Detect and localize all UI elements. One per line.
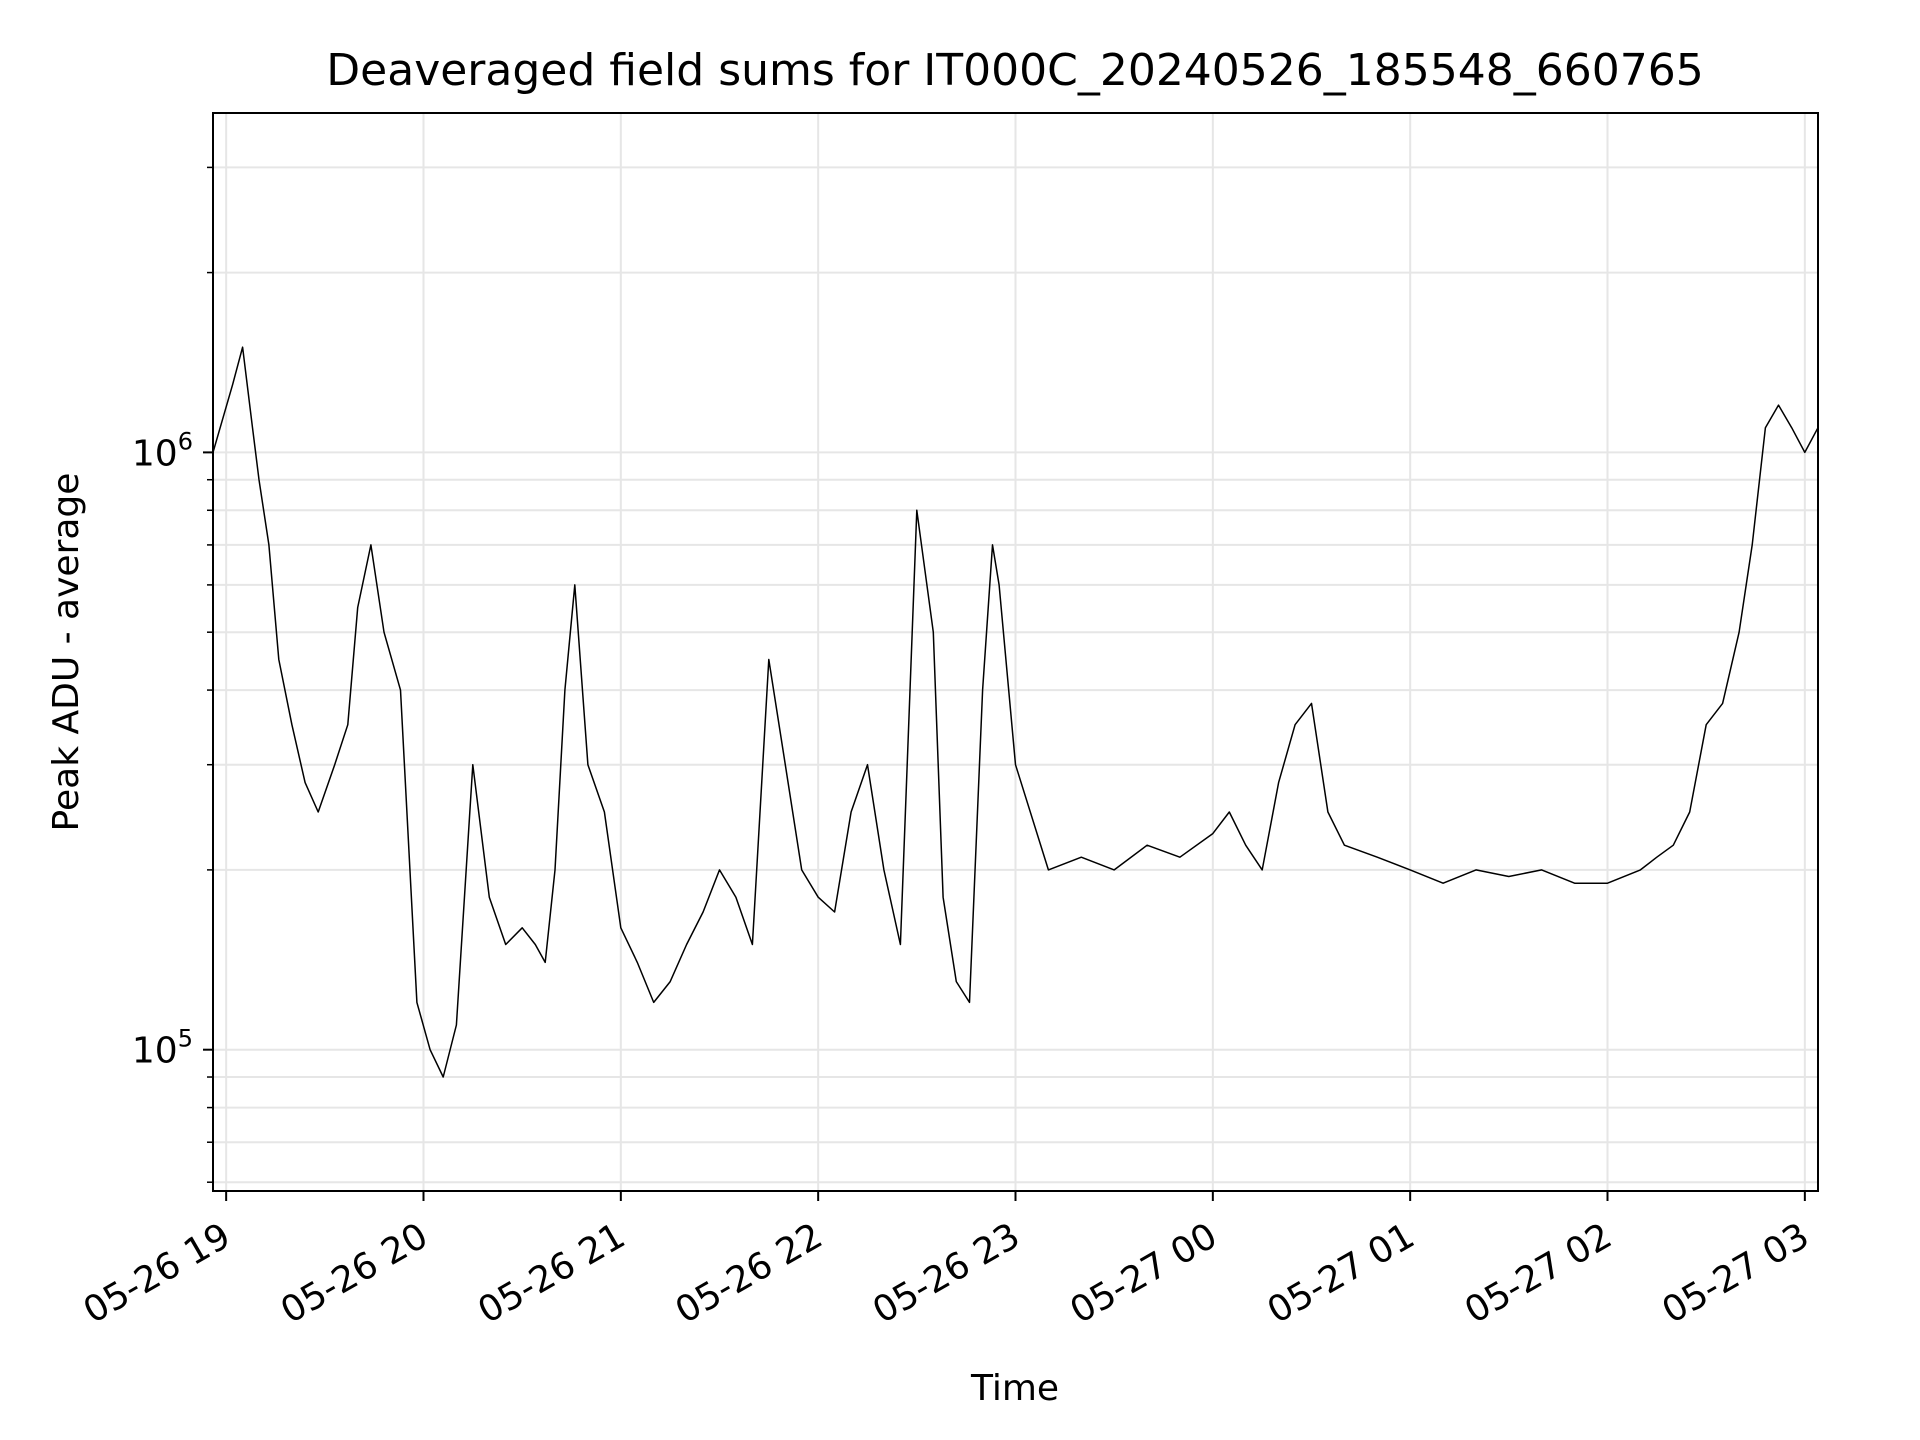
chart-title: Deaveraged field sums for IT000C_2024052… bbox=[326, 45, 1703, 96]
x-axis-label: Time bbox=[970, 1368, 1059, 1409]
y-axis-label: Peak ADU - average bbox=[46, 473, 87, 832]
y-axis: 105 106 bbox=[132, 166, 213, 1183]
y-tick-label: 105 bbox=[132, 1025, 193, 1072]
grid bbox=[213, 113, 1818, 1191]
series-layer bbox=[212, 346, 1819, 1078]
y-tick-label: 106 bbox=[132, 427, 193, 474]
series-line bbox=[212, 346, 1819, 1078]
